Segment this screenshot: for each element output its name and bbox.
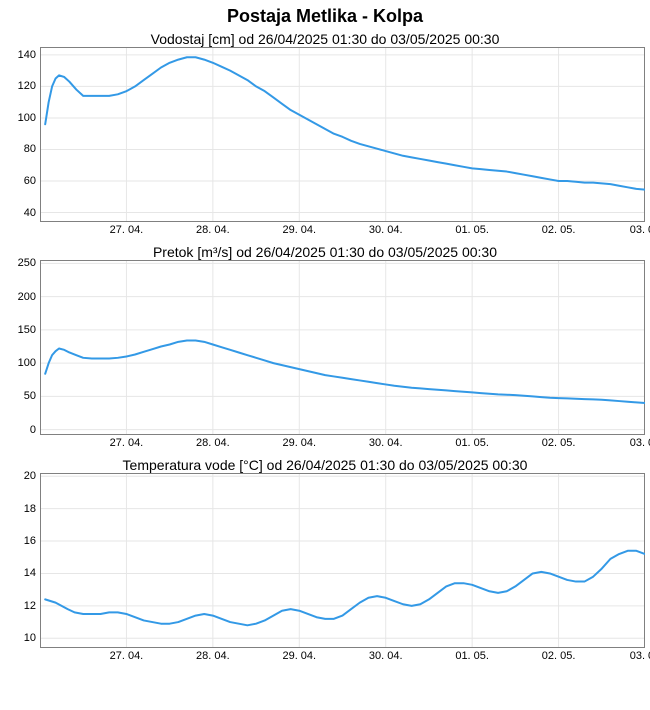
series-line-pretok	[45, 341, 645, 404]
plot-wrap-vodostaj: 40608010012014027. 04.28. 04.29. 04.30. …	[40, 47, 645, 222]
chart-temperatura: Temperatura vode [°C] od 26/04/2025 01:3…	[0, 457, 650, 648]
y-tick-label: 18	[24, 503, 40, 515]
x-tick-label: 28. 04.	[196, 648, 230, 662]
y-tick-label: 250	[18, 257, 40, 269]
y-tick-label: 60	[24, 175, 40, 187]
y-tick-label: 150	[18, 324, 40, 336]
y-tick-label: 10	[24, 632, 40, 644]
x-tick-label: 03. 05	[630, 435, 650, 449]
y-tick-label: 120	[18, 80, 40, 92]
x-tick-label: 01. 05.	[455, 435, 489, 449]
x-tick-label: 02. 05.	[542, 648, 576, 662]
x-tick-label: 29. 04.	[282, 222, 316, 236]
plot-svg-temperatura	[40, 473, 645, 648]
x-tick-label: 01. 05.	[455, 648, 489, 662]
chart-title-pretok: Pretok [m³/s] od 26/04/2025 01:30 do 03/…	[0, 244, 650, 260]
y-tick-label: 50	[24, 390, 40, 402]
x-tick-label: 29. 04.	[282, 435, 316, 449]
x-tick-label: 27. 04.	[110, 435, 144, 449]
x-tick-label: 02. 05.	[542, 222, 576, 236]
x-tick-label: 28. 04.	[196, 222, 230, 236]
plot-svg-pretok	[40, 260, 645, 435]
y-tick-label: 140	[18, 49, 40, 61]
chart-title-temperatura: Temperatura vode [°C] od 26/04/2025 01:3…	[0, 457, 650, 473]
x-tick-label: 27. 04.	[110, 222, 144, 236]
plot-svg-vodostaj	[40, 47, 645, 222]
plot-wrap-temperatura: 10121416182027. 04.28. 04.29. 04.30. 04.…	[40, 473, 645, 648]
y-tick-label: 20	[24, 470, 40, 482]
main-title: Postaja Metlika - Kolpa	[0, 0, 650, 27]
series-line-temperatura	[45, 551, 645, 626]
series-line-vodostaj	[45, 57, 645, 189]
y-tick-label: 100	[18, 112, 40, 124]
y-tick-label: 200	[18, 291, 40, 303]
y-tick-label: 12	[24, 600, 40, 612]
x-tick-label: 30. 04.	[369, 435, 403, 449]
y-tick-label: 40	[24, 207, 40, 219]
y-tick-label: 100	[18, 357, 40, 369]
y-tick-label: 14	[24, 567, 40, 579]
x-tick-label: 03. 05	[630, 222, 650, 236]
x-tick-label: 27. 04.	[110, 648, 144, 662]
chart-title-vodostaj: Vodostaj [cm] od 26/04/2025 01:30 do 03/…	[0, 31, 650, 47]
x-tick-label: 01. 05.	[455, 222, 489, 236]
plot-wrap-pretok: 05010015020025027. 04.28. 04.29. 04.30. …	[40, 260, 645, 435]
x-tick-label: 02. 05.	[542, 435, 576, 449]
chart-pretok: Pretok [m³/s] od 26/04/2025 01:30 do 03/…	[0, 244, 650, 435]
charts-container: Vodostaj [cm] od 26/04/2025 01:30 do 03/…	[0, 31, 650, 648]
x-tick-label: 29. 04.	[282, 648, 316, 662]
x-tick-label: 28. 04.	[196, 435, 230, 449]
x-tick-label: 30. 04.	[369, 648, 403, 662]
chart-vodostaj: Vodostaj [cm] od 26/04/2025 01:30 do 03/…	[0, 31, 650, 222]
y-tick-label: 0	[30, 424, 40, 436]
x-tick-label: 30. 04.	[369, 222, 403, 236]
x-tick-label: 03. 05	[630, 648, 650, 662]
y-tick-label: 16	[24, 535, 40, 547]
y-tick-label: 80	[24, 143, 40, 155]
